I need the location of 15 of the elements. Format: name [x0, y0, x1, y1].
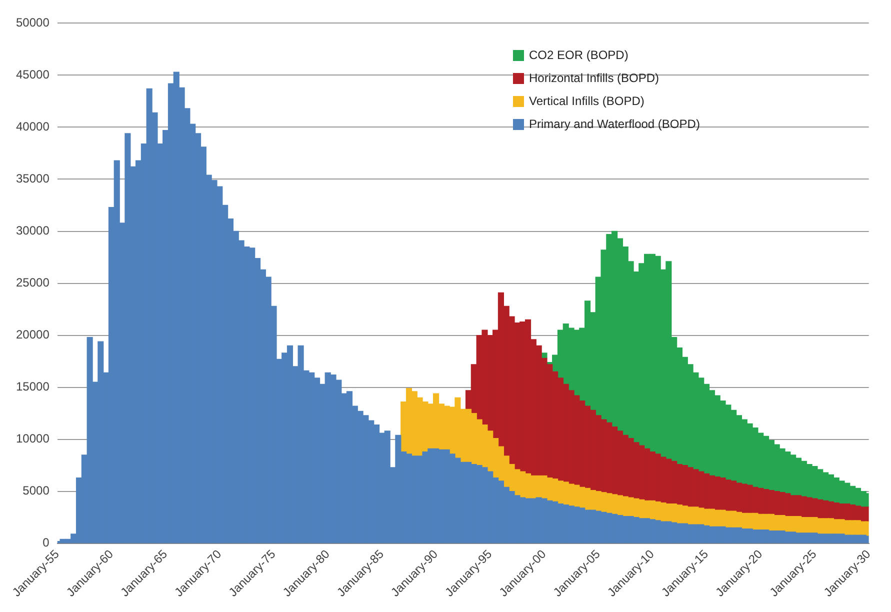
legend-label: Horizontal Infills (BOPD): [529, 71, 660, 85]
y-tick-label: 40000: [16, 120, 50, 134]
legend-label: Primary and Waterflood (BOPD): [529, 117, 700, 131]
y-tick-label: 25000: [16, 276, 50, 290]
y-tick-label: 35000: [16, 172, 50, 186]
y-tick-label: 45000: [16, 68, 50, 82]
legend-label: Vertical Infills (BOPD): [529, 94, 644, 108]
y-tick-label: 15000: [16, 380, 50, 394]
legend-label: CO2 EOR (BOPD): [529, 48, 628, 62]
y-tick-label: 10000: [16, 432, 50, 446]
y-tick-label: 0: [42, 536, 50, 550]
y-tick-label: 30000: [16, 224, 50, 238]
y-tick-label: 20000: [16, 328, 50, 342]
y-tick-label: 5000: [22, 484, 50, 498]
y-tick-label: 50000: [16, 16, 50, 30]
